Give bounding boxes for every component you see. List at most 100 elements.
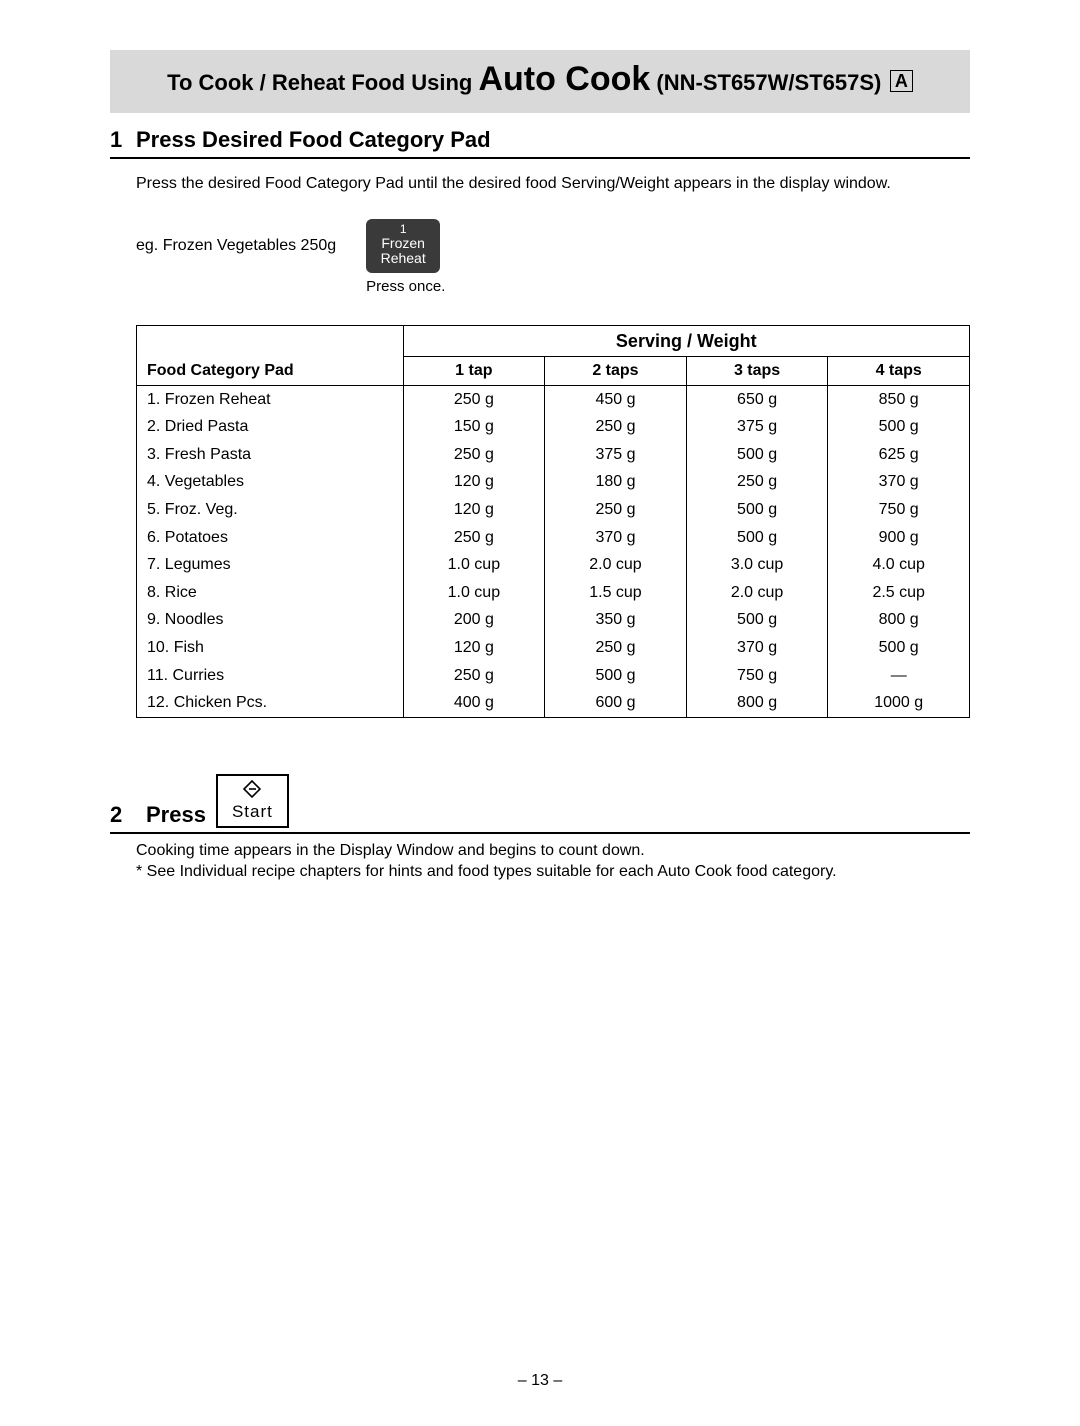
- header-tap: 3 taps: [686, 357, 828, 386]
- header-tap: 4 taps: [828, 357, 970, 386]
- cell-value: 625 g: [828, 441, 970, 469]
- cell-value: 250 g: [403, 662, 545, 690]
- cell-category: 6. Potatoes: [137, 524, 404, 552]
- cell-value: 375 g: [545, 441, 687, 469]
- table-row: 3. Fresh Pasta250 g375 g500 g625 g: [137, 441, 970, 469]
- table-row: 10. Fish120 g250 g370 g500 g: [137, 634, 970, 662]
- cell-category: 11. Curries: [137, 662, 404, 690]
- cell-value: 1000 g: [828, 689, 970, 717]
- title-box-letter: A: [890, 70, 913, 92]
- table-row: 9. Noodles200 g350 g500 g800 g: [137, 606, 970, 634]
- cell-value: 250 g: [403, 385, 545, 413]
- cell-category: 5. Froz. Veg.: [137, 496, 404, 524]
- food-pad-column: 1 Frozen Reheat Press once.: [366, 219, 445, 297]
- page-title-bar: To Cook / Reheat Food Using Auto Cook (N…: [110, 50, 970, 113]
- cell-value: 250 g: [686, 468, 828, 496]
- page: To Cook / Reheat Food Using Auto Cook (N…: [0, 0, 1080, 1426]
- cell-value: 500 g: [686, 606, 828, 634]
- table-row: 1. Frozen Reheat250 g450 g650 g850 g: [137, 385, 970, 413]
- step1-example-text: eg. Frozen Vegetables 250g: [136, 219, 336, 257]
- cell-category: 8. Rice: [137, 579, 404, 607]
- table-row: 11. Curries250 g500 g750 g—: [137, 662, 970, 690]
- step2-notes: Cooking time appears in the Display Wind…: [136, 840, 970, 883]
- cell-value: 750 g: [686, 662, 828, 690]
- food-pad-number: 1: [366, 223, 440, 236]
- cell-value: 500 g: [828, 634, 970, 662]
- cell-category: 10. Fish: [137, 634, 404, 662]
- table-row: 7. Legumes1.0 cup2.0 cup3.0 cup4.0 cup: [137, 551, 970, 579]
- step2-note2: * See Individual recipe chapters for hin…: [136, 861, 970, 883]
- cell-value: 370 g: [545, 524, 687, 552]
- step2-note1: Cooking time appears in the Display Wind…: [136, 840, 970, 862]
- press-once-label: Press once.: [366, 277, 445, 297]
- table-head: Food Category Pad Serving / Weight 1 tap…: [137, 325, 970, 385]
- step1-example-row: eg. Frozen Vegetables 250g 1 Frozen Rehe…: [136, 219, 970, 297]
- step2-section: 2 Press Start Cooking time appears in th…: [110, 774, 970, 883]
- step1-description: Press the desired Food Category Pad unti…: [136, 173, 970, 195]
- cell-category: 3. Fresh Pasta: [137, 441, 404, 469]
- cell-category: 9. Noodles: [137, 606, 404, 634]
- serving-weight-table: Food Category Pad Serving / Weight 1 tap…: [136, 325, 970, 718]
- table-body: 1. Frozen Reheat250 g450 g650 g850 g2. D…: [137, 385, 970, 717]
- cell-value: 2.0 cup: [686, 579, 828, 607]
- cell-value: 250 g: [545, 496, 687, 524]
- cell-category: 4. Vegetables: [137, 468, 404, 496]
- cell-value: 370 g: [686, 634, 828, 662]
- cell-value: 3.0 cup: [686, 551, 828, 579]
- cell-value: 750 g: [828, 496, 970, 524]
- table-row: 12. Chicken Pcs.400 g600 g800 g1000 g: [137, 689, 970, 717]
- step2-number: 2: [110, 802, 136, 828]
- cell-category: 7. Legumes: [137, 551, 404, 579]
- table-header-row1: Food Category Pad Serving / Weight: [137, 325, 970, 356]
- cell-category: 1. Frozen Reheat: [137, 385, 404, 413]
- cell-value: 120 g: [403, 496, 545, 524]
- cell-value: 250 g: [403, 524, 545, 552]
- step1-title: Press Desired Food Category Pad: [136, 127, 491, 153]
- cell-value: 350 g: [545, 606, 687, 634]
- cell-value: 600 g: [545, 689, 687, 717]
- start-icon: [232, 780, 273, 801]
- start-label: Start: [232, 803, 273, 820]
- step1-number: 1: [110, 127, 136, 153]
- page-number: – 13 –: [0, 1372, 1080, 1390]
- cell-value: 250 g: [403, 441, 545, 469]
- cell-value: 500 g: [545, 662, 687, 690]
- cell-value: 500 g: [686, 496, 828, 524]
- header-tap: 1 tap: [403, 357, 545, 386]
- cell-value: 1.0 cup: [403, 551, 545, 579]
- title-model: (NN-ST657W/ST657S): [650, 70, 881, 95]
- header-tap: 2 taps: [545, 357, 687, 386]
- cell-category: 12. Chicken Pcs.: [137, 689, 404, 717]
- cell-value: 800 g: [686, 689, 828, 717]
- food-category-pad[interactable]: 1 Frozen Reheat: [366, 219, 440, 273]
- cell-value: 650 g: [686, 385, 828, 413]
- cell-value: 375 g: [686, 413, 828, 441]
- food-pad-line2: Reheat: [366, 251, 440, 266]
- cell-value: 150 g: [403, 413, 545, 441]
- cell-value: 1.0 cup: [403, 579, 545, 607]
- table-row: 2. Dried Pasta150 g250 g375 g500 g: [137, 413, 970, 441]
- cell-value: —: [828, 662, 970, 690]
- step2-header: 2 Press Start: [110, 774, 970, 834]
- start-button[interactable]: Start: [216, 774, 289, 828]
- cell-value: 900 g: [828, 524, 970, 552]
- cell-value: 850 g: [828, 385, 970, 413]
- food-pad-line1: Frozen: [366, 236, 440, 251]
- title-pre: To Cook / Reheat Food Using: [167, 70, 478, 95]
- cell-value: 500 g: [686, 524, 828, 552]
- cell-value: 800 g: [828, 606, 970, 634]
- cell-value: 250 g: [545, 413, 687, 441]
- cell-value: 120 g: [403, 468, 545, 496]
- cell-value: 250 g: [545, 634, 687, 662]
- table-row: 4. Vegetables120 g180 g250 g370 g: [137, 468, 970, 496]
- cell-value: 1.5 cup: [545, 579, 687, 607]
- table-row: 5. Froz. Veg.120 g250 g500 g750 g: [137, 496, 970, 524]
- table-row: 8. Rice1.0 cup1.5 cup2.0 cup2.5 cup: [137, 579, 970, 607]
- step1-body: Press the desired Food Category Pad unti…: [136, 173, 970, 718]
- cell-value: 4.0 cup: [828, 551, 970, 579]
- title-main: Auto Cook: [478, 60, 650, 98]
- cell-value: 120 g: [403, 634, 545, 662]
- table-row: 6. Potatoes250 g370 g500 g900 g: [137, 524, 970, 552]
- cell-value: 200 g: [403, 606, 545, 634]
- cell-value: 500 g: [686, 441, 828, 469]
